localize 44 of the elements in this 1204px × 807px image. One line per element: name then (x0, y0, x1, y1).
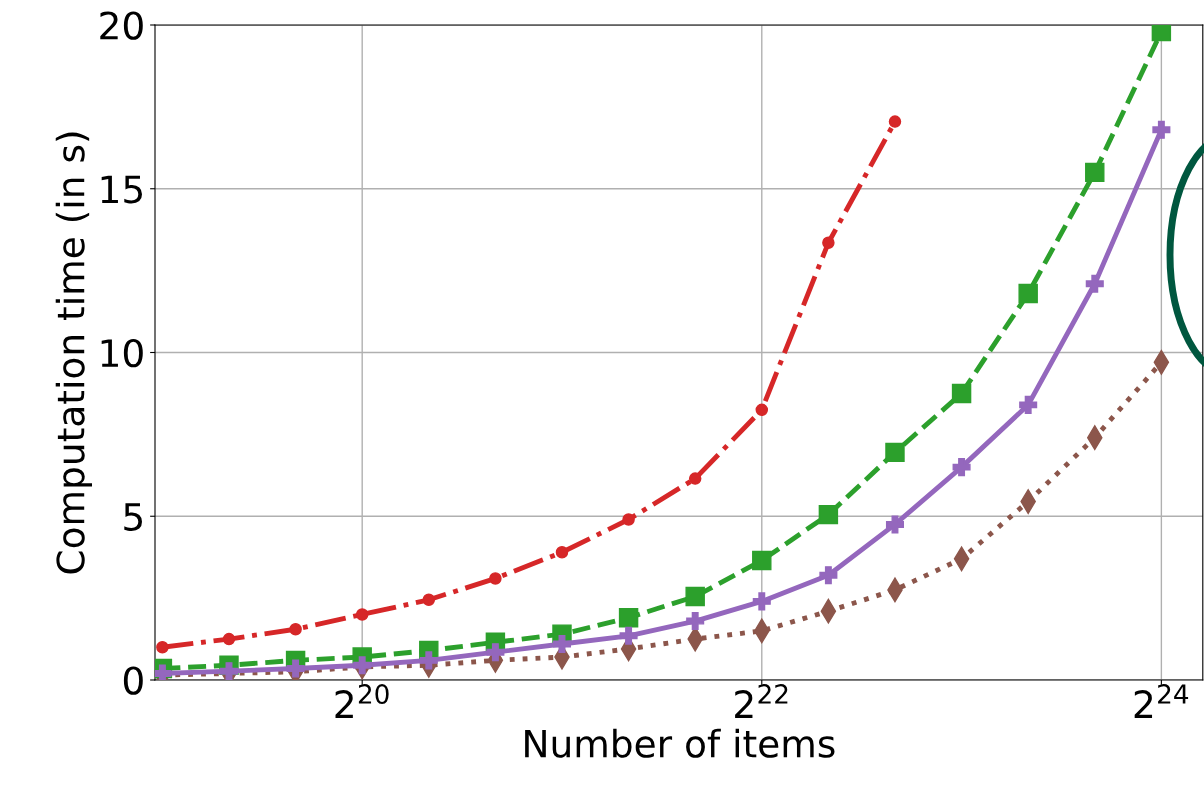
point (222, 632, 236, 646)
point (752, 550, 772, 571)
point (419, 651, 438, 670)
point (688, 472, 702, 485)
point (755, 403, 769, 417)
x-axis-title: Number of items (525, 728, 835, 758)
y-tick-label: 5 (124, 503, 142, 532)
point (818, 504, 839, 525)
point (422, 593, 436, 607)
point (822, 236, 835, 250)
point (289, 622, 302, 636)
point (885, 442, 905, 463)
point (1152, 120, 1171, 139)
point (819, 566, 838, 585)
point (489, 572, 502, 585)
point (353, 656, 372, 675)
point (686, 612, 705, 631)
y-tick-label: 10 (101, 338, 143, 368)
point (555, 546, 569, 559)
point (1019, 395, 1038, 414)
point (622, 513, 635, 526)
point (552, 634, 572, 654)
y-tick-label: 15 (101, 175, 142, 204)
point (1151, 25, 1172, 42)
point (619, 626, 638, 645)
point (1085, 274, 1104, 293)
x-tick-label: 2$^{20}$ (335, 684, 389, 718)
point (951, 383, 972, 404)
x-tick-label: 2$^{24}$ (1134, 684, 1189, 718)
point (618, 608, 639, 628)
point (355, 608, 369, 621)
point (888, 115, 902, 128)
point (1085, 162, 1105, 183)
x-tick-label: 2$^{22}$ (735, 684, 788, 718)
y-axis-title: Computation time (in s) (55, 132, 92, 574)
point (486, 643, 505, 662)
point (156, 640, 169, 654)
point (685, 586, 705, 607)
point (952, 458, 971, 477)
point (885, 515, 905, 534)
y-tick-label: 0 (123, 666, 143, 695)
point (1018, 283, 1038, 304)
point (752, 592, 771, 611)
y-tick-label: 20 (100, 11, 143, 40)
